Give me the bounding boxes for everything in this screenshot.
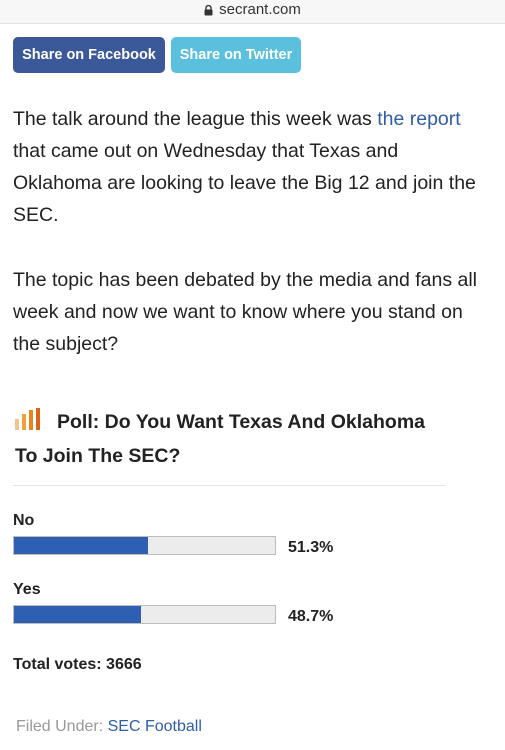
filed-under-label: Filed Under: [16,718,104,735]
address-bar[interactable]: secrant.com [0,0,505,24]
total-votes: Total votes: 3666 [13,656,142,673]
poll-option-label: No [13,512,35,529]
poll-bar-track [13,605,276,624]
poll-option-label: Yes [13,581,41,598]
poll-option-percent: 51.3% [288,539,334,556]
article-paragraph: The topic has been debated by the media … [13,269,477,355]
poll-bars-icon [15,408,40,430]
poll-bar-fill [14,537,148,554]
paragraph-text: The talk around the league this week was [13,108,378,130]
article-body: The talk around the league this week was… [13,103,488,360]
url-text: secrant.com [219,1,301,18]
report-link[interactable]: the report [377,108,461,130]
article-paragraph: The talk around the league this week was… [13,103,488,231]
lock-icon [204,5,213,16]
poll-header: Poll: Do You Want Texas And Oklahoma To … [13,405,445,486]
share-facebook-button[interactable]: Share on Facebook [13,37,165,73]
poll-divider [13,485,445,486]
poll-title-text: Poll: Do You Want Texas And Oklahoma To … [15,411,426,467]
share-toolbar: Share on Facebook Share on Twitter 7 [13,37,492,73]
share-twitter-button[interactable]: Share on Twitter [171,37,301,73]
category-link[interactable]: SEC Football [107,718,202,735]
paragraph-text: that came out on Wednesday that Texas an… [13,140,476,226]
poll-option-percent: 48.7% [288,608,334,625]
filed-under: Filed Under: SEC Football [16,718,202,736]
poll-title: Poll: Do You Want Texas And Oklahoma To … [13,405,445,473]
poll-bar-track [13,536,276,555]
poll-option: No [13,512,34,530]
poll-bar-fill [14,606,142,623]
poll-option: Yes [13,581,41,599]
